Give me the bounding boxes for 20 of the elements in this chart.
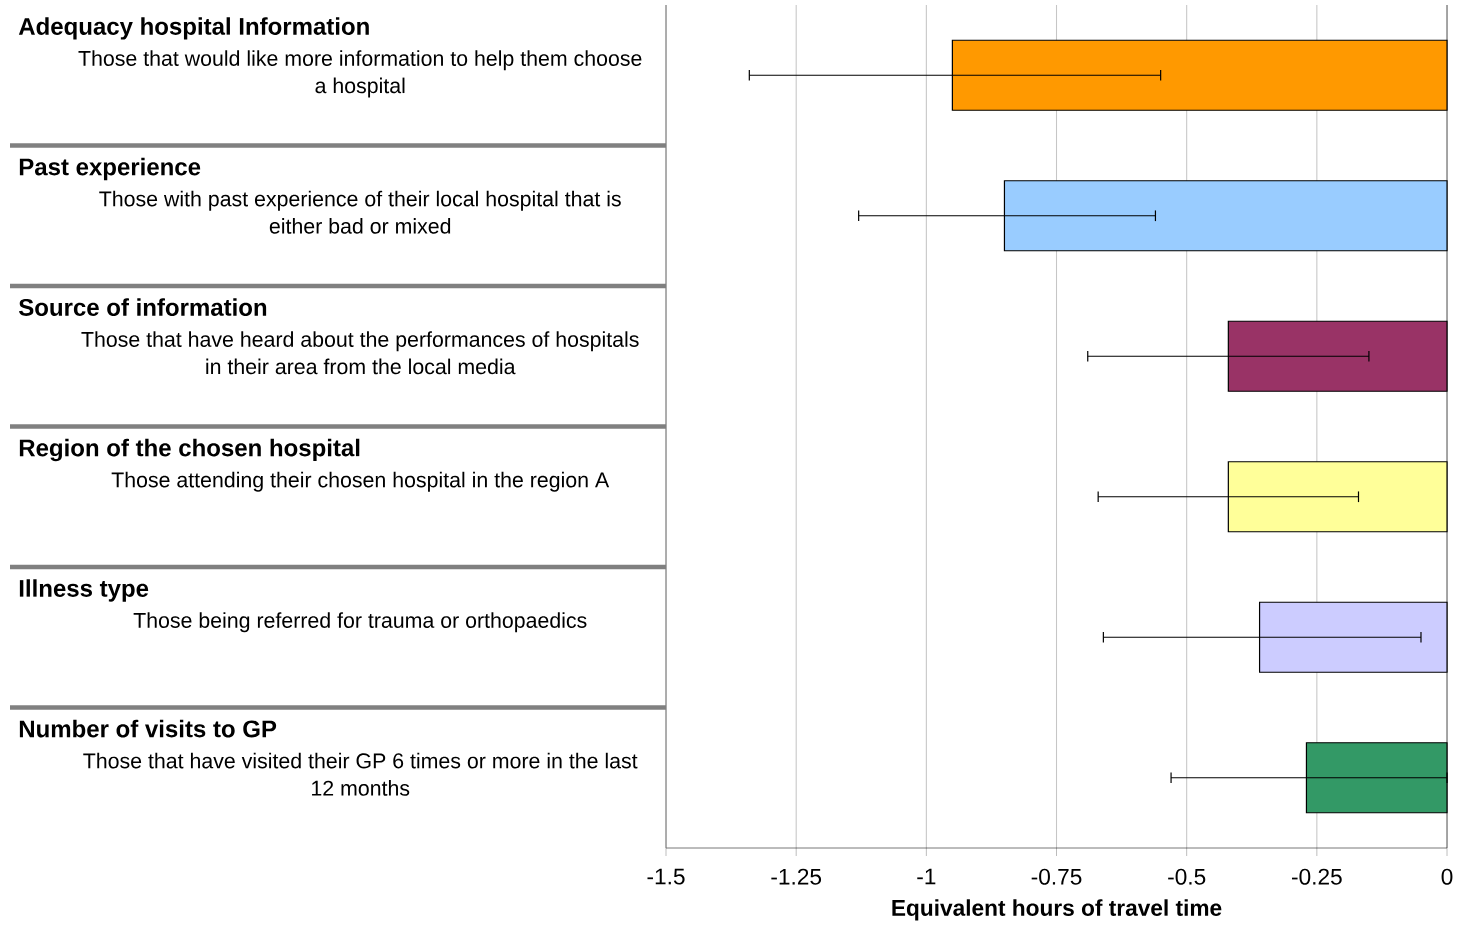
text: Region of the chosen hospital: [19, 438, 360, 462]
text: Number of visits to GP: [19, 719, 277, 738]
x-tick-label: -1: [917, 868, 936, 885]
x-tick-label: 0: [1441, 868, 1453, 885]
x-tick-label: -0.5: [1168, 868, 1206, 885]
text: Adequacy hospital Information: [18, 17, 369, 40]
y-tick-label: Those attending their chosen hospital in the region A: [111, 471, 610, 492]
y-tick-label: Those with past experience of their local hospital that is either bad or mixed: [99, 190, 621, 234]
y-tick-label: Those being referred for trauma or orthopaedics: [133, 612, 587, 633]
x-tick-label: -1.5: [647, 868, 685, 885]
y-tick-label: Those that would like more information to help them choose a hospital: [78, 50, 642, 98]
text: Illness type: [19, 579, 149, 602]
x-tick-label: -0.25: [1292, 868, 1342, 885]
x-tick-label: -0.75: [1031, 868, 1082, 885]
source-note: Source of information: [18, 298, 267, 316]
text: Past experience: [19, 157, 201, 181]
x-axis-title: Equivalent hours of travel time: [892, 899, 1222, 921]
y-tick-label: Those that have heard about the performances of hospitals in their area from the local media: [81, 331, 639, 375]
y-tick-label: Those that have visited their GP 6 times or more in the last 12 months: [83, 752, 638, 796]
x-tick-label: -1.25: [771, 868, 822, 885]
